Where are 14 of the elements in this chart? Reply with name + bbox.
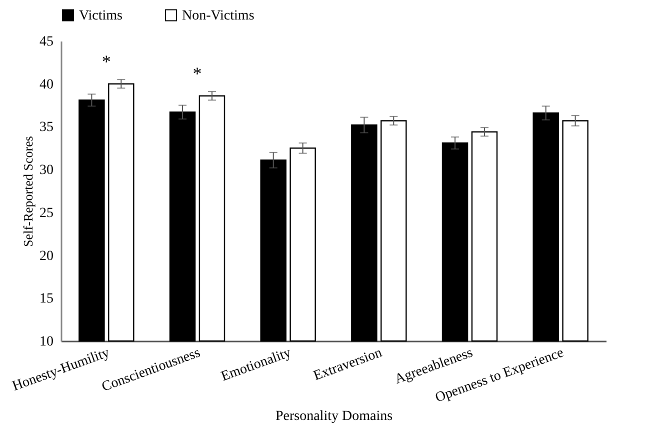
y-tick-label: 25 (40, 206, 54, 221)
y-tick-label: 20 (40, 248, 54, 264)
y-axis-title: Self-Reported Scores (20, 136, 36, 247)
y-tick-label: 40 (40, 77, 54, 92)
y-tick-label: 10 (40, 334, 54, 350)
y-tick-label: 15 (40, 292, 54, 307)
y-tick-label: 30 (40, 163, 54, 178)
y-tick-label: 45 (40, 34, 54, 50)
annotation: * (102, 52, 111, 72)
y-tick-label: 35 (40, 120, 54, 136)
legend-label: Non-Victims (182, 8, 254, 24)
legend-label: Victims (79, 8, 122, 24)
annotation: * (192, 64, 202, 84)
x-axis-title: Personality Domains (275, 408, 393, 424)
